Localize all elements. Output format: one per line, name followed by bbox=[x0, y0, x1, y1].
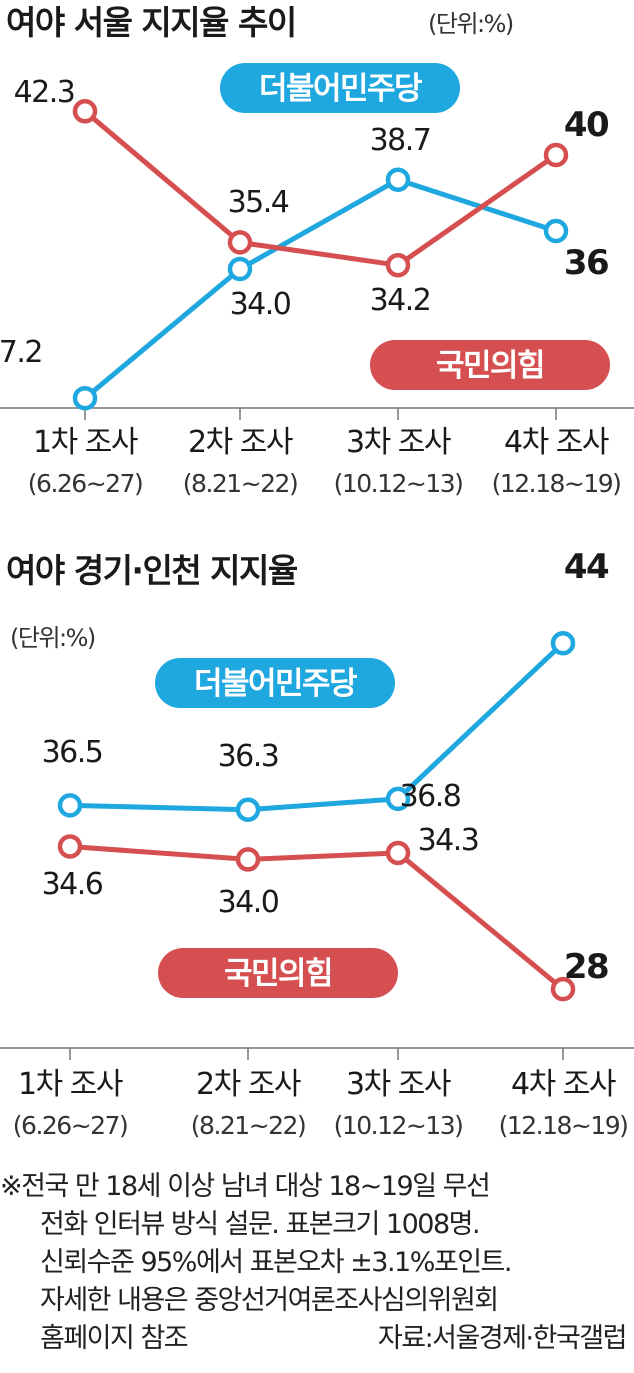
x-tick-date: (6.26~27) bbox=[28, 469, 142, 498]
legend-pill-ppp bbox=[370, 340, 610, 390]
x-tick-date: (6.26~27) bbox=[13, 1111, 127, 1140]
series-line-ppp bbox=[83, 109, 558, 268]
data-label-ppp: 34.3 bbox=[418, 823, 479, 858]
x-tick-date: (8.21~22) bbox=[183, 469, 297, 498]
source-credit: 자료:서울경제·한국갤럽 bbox=[377, 1323, 628, 1354]
footnote-line-3: 신뢰수준 95%에서 표본오차 ±3.1%포인트. bbox=[40, 1247, 512, 1278]
x-tick-date: (8.21~22) bbox=[191, 1111, 305, 1140]
x-tick-date: (10.12~13) bbox=[334, 1111, 463, 1140]
x-tick-date: (12.18~19) bbox=[492, 469, 621, 498]
data-point-democratic bbox=[385, 786, 411, 812]
legend-label-ppp: 국민의힘 bbox=[436, 348, 544, 384]
data-label-democratic: 36.8 bbox=[400, 779, 461, 814]
data-label-ppp: 34.6 bbox=[42, 867, 103, 902]
data-point-ppp bbox=[385, 840, 411, 866]
x-tick-label: 4차 조사 bbox=[511, 1067, 616, 1102]
series-line-democratic bbox=[69, 641, 565, 813]
x-tick-label: 1차 조사 bbox=[18, 1067, 123, 1102]
legend-label-democratic: 더불어민주당 bbox=[194, 666, 357, 702]
legend-label-democratic: 더불어민주당 bbox=[259, 71, 422, 107]
data-label-democratic: 44 bbox=[564, 547, 609, 587]
footnote-line-5: 홈페이지 참조 bbox=[40, 1323, 189, 1354]
data-label-ppp: 28 bbox=[564, 947, 608, 987]
legend-pill-democratic bbox=[220, 63, 460, 113]
data-point-democratic bbox=[385, 167, 411, 192]
data-label-ppp: 42.3 bbox=[14, 75, 75, 110]
chart-title: 여야 서울 지지율 추이 bbox=[6, 3, 296, 42]
data-point-ppp bbox=[385, 252, 411, 278]
unit-label: (단위:%) bbox=[10, 624, 95, 652]
chart-title: 여야 경기·인천 지지율 bbox=[6, 551, 298, 590]
data-label-ppp: 34.2 bbox=[370, 283, 431, 318]
footnote: ※전국 만 18세 이상 남녀 대상 18~19일 무선 전화 인터뷰 방식 설… bbox=[0, 1168, 634, 1358]
legend-label-ppp: 국민의힘 bbox=[224, 956, 332, 992]
data-point-democratic bbox=[550, 630, 576, 656]
data-label-democratic: 27.2 bbox=[0, 335, 42, 370]
data-label-democratic: 34.0 bbox=[230, 287, 291, 322]
x-tick-label: 4차 조사 bbox=[504, 425, 609, 460]
x-tick-date: (10.12~13) bbox=[334, 469, 463, 498]
legend-pill-democratic bbox=[155, 658, 395, 708]
legend-pill-ppp bbox=[158, 948, 398, 998]
x-tick-date: (12.18~19) bbox=[499, 1111, 628, 1140]
data-label-democratic: 36 bbox=[564, 243, 608, 283]
data-label-democratic: 36.3 bbox=[218, 739, 279, 774]
x-tick-label: 2차 조사 bbox=[196, 1067, 301, 1102]
unit-label: (단위:%) bbox=[428, 10, 513, 38]
x-tick-label: 3차 조사 bbox=[346, 425, 451, 460]
data-point-ppp bbox=[72, 99, 98, 124]
data-point-ppp bbox=[235, 847, 261, 872]
data-label-ppp: 40 bbox=[564, 105, 609, 145]
data-label-democratic: 36.5 bbox=[42, 735, 103, 770]
data-label-democratic: 38.7 bbox=[370, 123, 431, 158]
footnote-line-4: 자세한 내용은 중앙선거여론조사심의위원회 bbox=[40, 1285, 499, 1316]
data-point-ppp bbox=[57, 834, 83, 859]
data-point-ppp bbox=[550, 976, 576, 1002]
x-tick-label: 1차 조사 bbox=[33, 425, 138, 460]
seoul-chart: 여야 서울 지지율 추이 (단위:%) 1차 조사 (6.26~27) 2차 조사 (8.… bbox=[0, 3, 634, 498]
footnote-line-1: ※전국 만 18세 이상 남녀 대상 18~19일 무선 bbox=[0, 1171, 491, 1202]
data-point-democratic bbox=[57, 793, 83, 818]
charts-canvas: 여야 서울 지지율 추이 (단위:%) 1차 조사 (6.26~27) 2차 조사 (8.… bbox=[0, 3, 634, 1140]
data-point-ppp bbox=[227, 230, 253, 255]
x-tick-label: 2차 조사 bbox=[188, 425, 293, 460]
data-point-democratic bbox=[235, 797, 261, 822]
data-label-ppp: 35.4 bbox=[228, 185, 289, 220]
footnote-line-2: 전화 인터뷰 방식 설문. 표본크기 1008명. bbox=[40, 1209, 481, 1240]
gyeonggi-incheon-chart: 여야 경기·인천 지지율 (단위:%) 1차 조사 (6.26~27) 2차 조사 (8.… bbox=[0, 547, 634, 1140]
data-point-democratic bbox=[543, 218, 569, 244]
data-label-ppp: 34.0 bbox=[218, 885, 279, 920]
data-point-democratic bbox=[72, 385, 98, 411]
x-tick-label: 3차 조사 bbox=[346, 1067, 451, 1102]
data-point-ppp bbox=[543, 142, 569, 168]
series-line-democratic bbox=[83, 177, 557, 401]
data-point-democratic bbox=[227, 256, 253, 282]
series-line-ppp bbox=[69, 843, 565, 992]
